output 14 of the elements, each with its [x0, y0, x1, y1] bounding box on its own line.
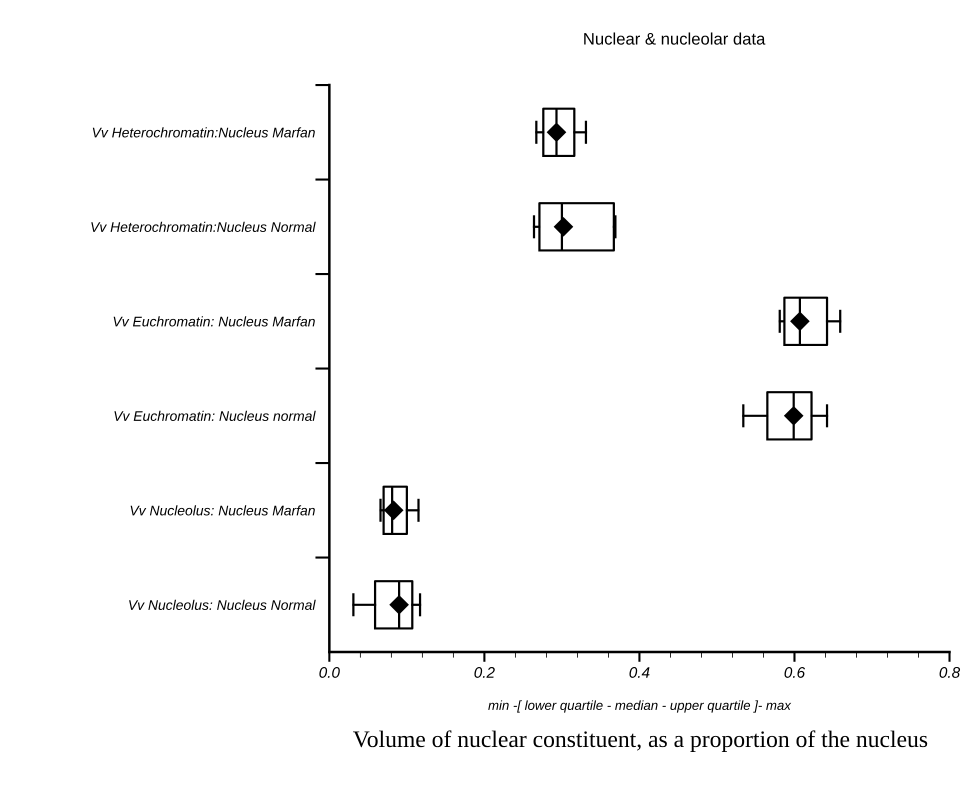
x-tick-label: 0.0	[319, 667, 340, 678]
x-tick-label: 0.4	[629, 667, 650, 678]
y-tick-label: Vv Heterochromatin:Nucleus Marfan	[92, 127, 315, 138]
y-tick-label: Vv Euchromatin: Nucleus Marfan	[114, 316, 315, 326]
x-axis-title: min -[ lower quartile - median - upper quartile ]- max	[488, 700, 792, 713]
y-tick-label: Vv Nucleolus: Nucleus Marfan	[130, 505, 315, 516]
y-tick-label: Vv Heterochromatin:Nucleus Normal	[91, 222, 316, 232]
y-tick-label: Vv Nucleolus: Nucleus Normal	[129, 600, 316, 610]
text: Volume of nuclear constituent, as a proportion of the nucleus	[353, 730, 928, 752]
chart-title: Nuclear & nucleolar data	[584, 32, 766, 45]
x-tick-label: 0.8	[940, 667, 960, 678]
x-tick-label: 0.2	[474, 667, 495, 678]
y-tick-label: Vv Euchromatin: Nucleus normal	[114, 410, 316, 421]
x-tick-label: 0.6	[784, 667, 806, 678]
